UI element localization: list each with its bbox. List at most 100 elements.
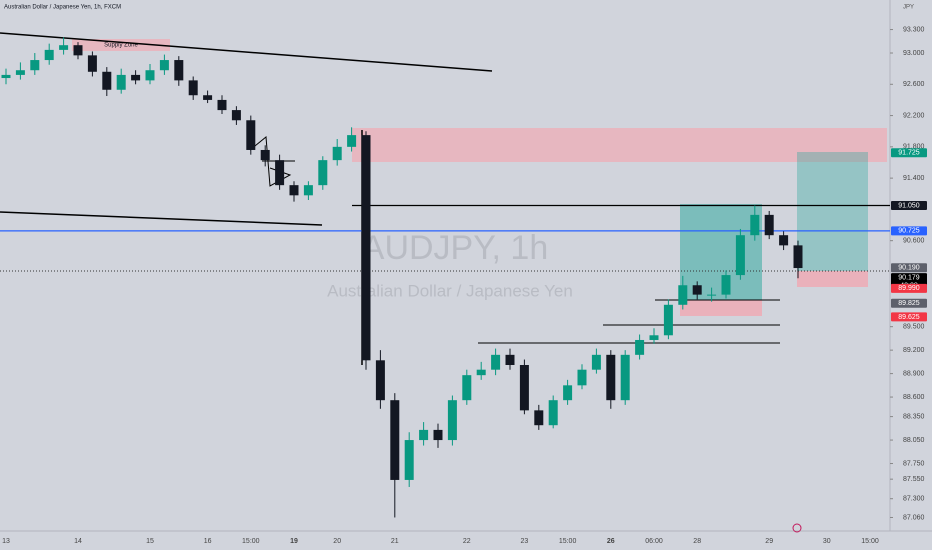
candle-body: [548, 400, 558, 426]
candle-body: [375, 360, 385, 401]
y-tick-label: 88.900: [903, 370, 925, 377]
supply-zone-label: Supply Zone: [104, 43, 138, 49]
price-badge-label: 91.725: [898, 150, 920, 157]
candle-body: [303, 185, 313, 196]
candle-body: [635, 339, 645, 355]
y-tick-label: 92.200: [903, 112, 925, 119]
candle-body: [15, 70, 25, 75]
candle-body: [692, 285, 702, 295]
candle-body: [73, 45, 83, 56]
candle-body: [145, 70, 155, 81]
trend-line: [0, 32, 493, 72]
candle-body: [275, 160, 285, 186]
candle-body: [491, 354, 501, 370]
chart-title: Australian Dollar / Japanese Yen, 1h, FX…: [4, 5, 121, 11]
y-tick-label: 88.050: [903, 437, 925, 444]
y-tick-label: 88.600: [903, 394, 925, 401]
candle-body: [764, 214, 774, 236]
y-tick-label: 89.200: [903, 347, 925, 354]
candle-body: [519, 364, 529, 411]
price-badge: [891, 312, 927, 322]
price-badge: [891, 298, 927, 308]
candle-body: [217, 99, 227, 111]
x-tick-label: 22: [463, 538, 471, 545]
candle-body: [59, 45, 69, 50]
x-tick-label: 15:00: [242, 538, 260, 545]
candle-body: [102, 71, 112, 90]
y-tick-label: 89.500: [903, 324, 925, 331]
x-tick-label: 15:00: [559, 538, 577, 545]
y-tick-label: 88.350: [903, 413, 925, 420]
watermark-subtitle: Australian Dollar / Japanese Yen: [327, 281, 573, 300]
price-badge-label: 89.990: [898, 285, 920, 292]
candle-body: [246, 120, 256, 150]
candle-body: [793, 245, 803, 269]
profit-zone: [797, 152, 868, 271]
y-tick-label: 87.060: [903, 514, 925, 521]
candle-body: [419, 429, 429, 441]
y-axis-label: JPY: [903, 5, 914, 11]
candle-body: [30, 60, 40, 71]
candle-body: [260, 149, 270, 161]
candle-body: [663, 304, 673, 336]
x-tick-label: 23: [521, 538, 529, 545]
price-badge-label: 90.725: [898, 228, 920, 235]
candle-body: [577, 369, 587, 386]
candle-body: [289, 185, 299, 196]
candle-body: [188, 80, 198, 96]
trend-line: [0, 211, 323, 226]
candle-body: [678, 285, 688, 305]
candle-body: [347, 135, 357, 147]
watermark: AUDJPY, 1h: [362, 229, 548, 267]
y-tick-label: 91.800: [903, 144, 925, 151]
price-badge: [891, 148, 927, 158]
y-tick-label: 93.000: [903, 50, 925, 57]
price-badge-label: 90.190: [898, 265, 920, 272]
candle-body: [203, 95, 213, 100]
candle-body: [620, 354, 630, 401]
candle-body: [332, 146, 342, 161]
y-tick-label: 87.750: [903, 460, 925, 467]
price-badge-label: 89.825: [898, 300, 920, 307]
candle-body: [505, 354, 515, 365]
candle-body: [131, 74, 141, 81]
candle-body: [44, 49, 54, 61]
zone: [352, 128, 887, 162]
price-badge: [891, 226, 927, 236]
price-badge: [891, 283, 927, 293]
price-badge-label: 89.625: [898, 314, 920, 321]
candle-body: [361, 135, 371, 361]
profit-zone: [680, 204, 762, 300]
y-tick-label: 91.400: [903, 175, 925, 182]
x-tick-label: 15:00: [861, 538, 879, 545]
price-badge-label: 90.179: [898, 274, 920, 281]
x-tick-label: 26: [607, 538, 615, 545]
candle-body: [87, 55, 97, 72]
x-tick-label: 29: [765, 538, 773, 545]
candle-body: [721, 275, 731, 295]
candle-body: [404, 440, 414, 480]
candle-body: [390, 400, 400, 480]
candle-body: [447, 400, 457, 441]
candle-body: [534, 410, 544, 426]
x-tick-label: 16: [204, 538, 212, 545]
candle-body: [779, 235, 789, 246]
candle-body: [159, 60, 169, 71]
y-tick-label: 92.600: [903, 81, 925, 88]
price-badge-label: 91.050: [898, 202, 920, 209]
candle-body: [433, 429, 443, 441]
x-tick-label: 28: [693, 538, 701, 545]
x-tick-label: 19: [290, 538, 298, 545]
y-tick-label: 87.550: [903, 476, 925, 483]
loss-zone: [680, 300, 762, 316]
y-tick-label: 87.300: [903, 496, 925, 503]
candle-body: [462, 375, 472, 401]
price-badge: [891, 200, 927, 210]
candle-body: [649, 335, 659, 340]
price-badge: [891, 263, 927, 273]
candle-body: [707, 294, 717, 296]
y-tick-label: 90.600: [903, 238, 925, 245]
candle-body: [750, 214, 760, 236]
event-icon[interactable]: [792, 523, 802, 533]
